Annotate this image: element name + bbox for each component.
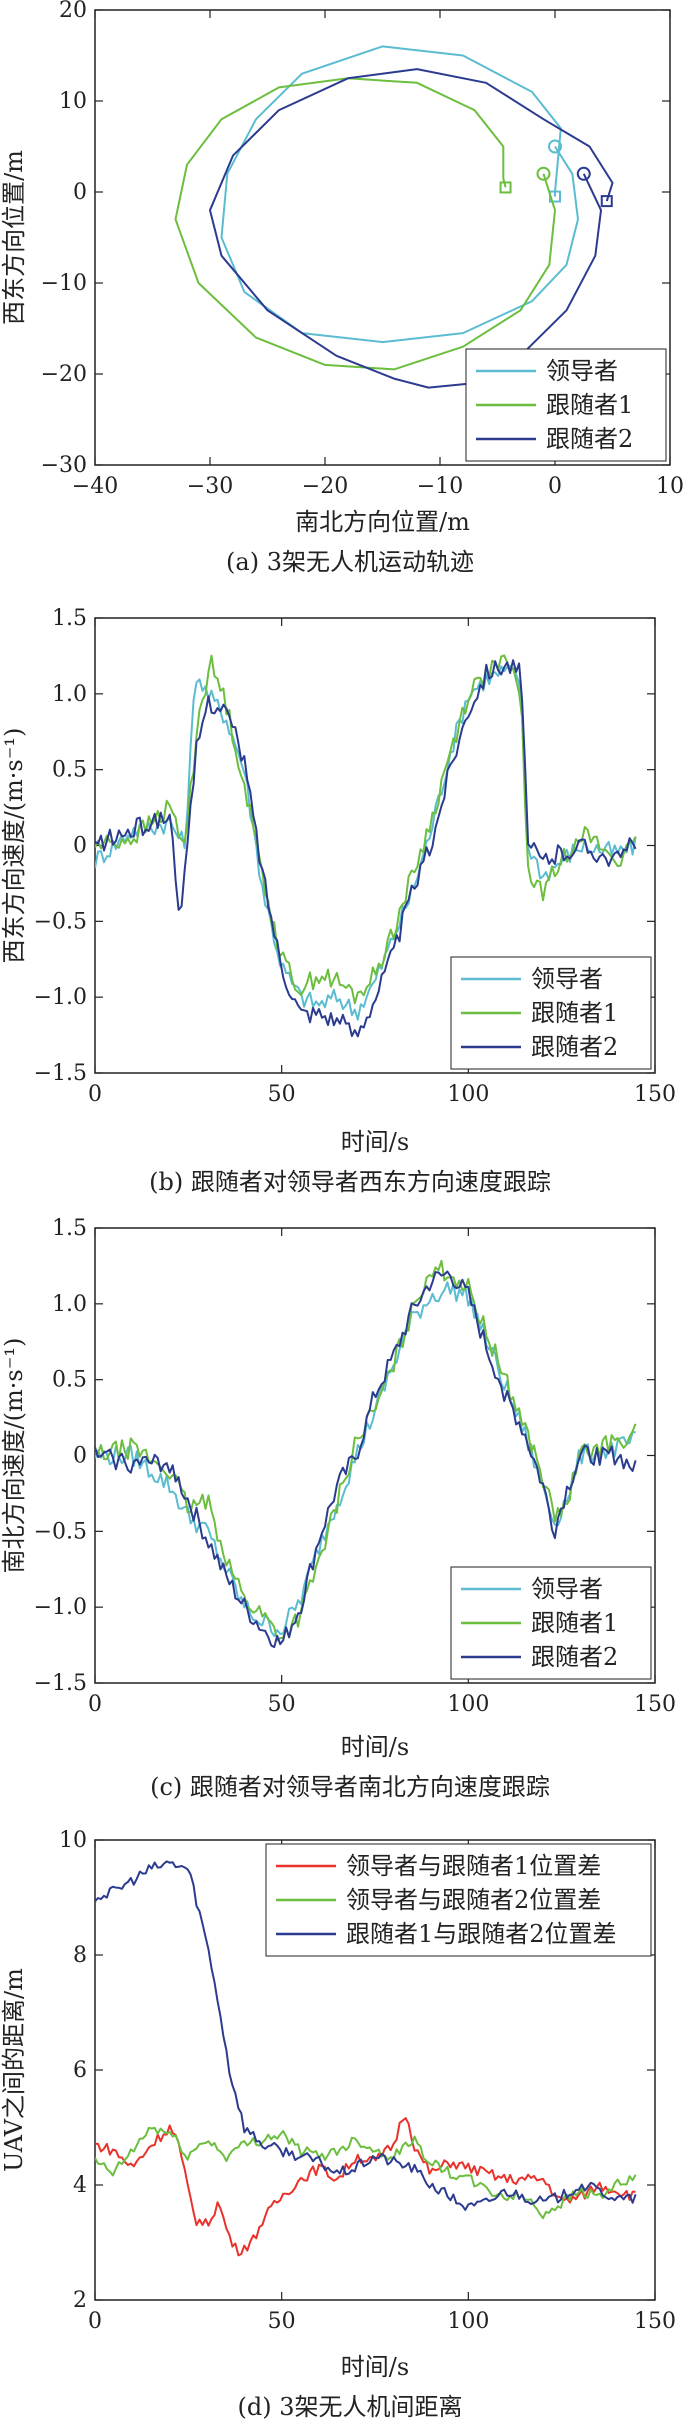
plot-frame	[94, 9, 671, 466]
figure-caption: (d) 3架无人机间距离	[238, 2393, 463, 2421]
y-tick-label: −1.5	[34, 1061, 87, 1086]
chart-svg-3: 0 50 100 150 −1.5 −1.0 −0.5 0 0.5 1.0 1.5 时间/s 南北方向速…	[0, 1216, 676, 1801]
x-tick-label: 0	[88, 1082, 102, 1107]
chart-svg-4: 0 50 100 150 2 4 6 8 10 时间/s UAV之间的距离/m (d) 3架无人机间距…	[0, 1828, 676, 2421]
figure-caption: (b) 跟随者对领导者西东方向速度跟踪	[149, 1168, 551, 1196]
legend-label: 跟随者1	[531, 999, 618, 1027]
chart-panel-1: −40 −30 −20 −10 0 10 −30 −20 −10 0 10 20 南北方向位置/m 西东方…	[0, 0, 700, 600]
x-axis-label: 时间/s	[341, 2353, 409, 2381]
y-axis-label: 西东方向速度/(m·s⁻¹)	[0, 728, 28, 964]
legend-label: 领导者与跟随者2位置差	[346, 1886, 601, 1914]
series-line-3	[95, 1270, 637, 1649]
y-tick-label: −20	[41, 362, 87, 387]
y-tick-label: 0	[73, 1444, 87, 1469]
y-tick-label: −0.5	[34, 1519, 87, 1544]
x-tick-label: 50	[268, 1692, 296, 1717]
legend-label: 跟随者2	[546, 425, 633, 453]
x-tick-label: 150	[634, 2309, 676, 2334]
y-axis-label: UAV之间的距离/m	[0, 1968, 28, 2172]
series-line-3	[95, 659, 637, 1038]
start-marker	[576, 166, 591, 181]
x-tick-label: 0	[548, 474, 562, 499]
end-marker	[600, 195, 613, 208]
figure-caption: (a) 3架无人机运动轨迹	[226, 548, 474, 576]
x-tick-label: 0	[88, 1692, 102, 1717]
x-tick-label: 10	[656, 474, 684, 499]
y-tick-label: 1.5	[52, 606, 87, 631]
chart-panel-3: 0 50 100 150 −1.5 −1.0 −0.5 0 0.5 1.0 1.5 时间/s 南北方向速…	[0, 1210, 700, 1820]
y-tick-label: −10	[41, 271, 87, 296]
legend-label: 跟随者1与跟随者2位置差	[346, 1920, 617, 1948]
y-tick-label: 10	[59, 1828, 87, 1853]
x-axis-label: 时间/s	[341, 1128, 409, 1156]
y-tick-label: 1.5	[52, 1216, 87, 1241]
x-tick-label: 100	[447, 1082, 489, 1107]
y-tick-label: −1.5	[34, 1671, 87, 1696]
x-axis-label: 南北方向位置/m	[295, 508, 470, 536]
legend-label: 跟随者2	[531, 1643, 618, 1671]
y-axis-label: 西东方向位置/m	[0, 150, 28, 325]
x-tick-label: 100	[447, 1692, 489, 1717]
y-tick-label: 0	[73, 180, 87, 205]
figure-caption: (c) 跟随者对领导者南北方向速度跟踪	[150, 1773, 550, 1801]
y-axis-label: 南北方向速度/(m·s⁻¹)	[0, 1338, 28, 1574]
series-line-2	[95, 654, 637, 1005]
y-tick-label: 0.5	[52, 1368, 87, 1393]
start-marker	[536, 166, 551, 181]
x-tick-label: 0	[88, 2309, 102, 2334]
x-tick-label: −40	[72, 474, 118, 499]
y-tick-label: 8	[73, 1943, 87, 1968]
legend-label: 领导者	[531, 1575, 603, 1603]
y-tick-label: 1.0	[52, 682, 87, 707]
y-tick-label: 2	[73, 2288, 87, 2313]
legend-label: 领导者与跟随者1位置差	[346, 1852, 601, 1880]
y-tick-label: 6	[73, 2058, 87, 2083]
y-tick-label: 10	[59, 89, 87, 114]
chart-svg-2: 0 50 100 150 −1.5 −1.0 −0.5 0 0.5 1.0 1.5 时间/s 西东方向速…	[0, 606, 676, 1196]
series-line-1	[220, 45, 579, 344]
legend-label: 跟随者1	[531, 1609, 618, 1637]
x-axis-label: 时间/s	[341, 1733, 409, 1761]
series-line-3	[209, 68, 614, 389]
chart-panel-2: 0 50 100 150 −1.5 −1.0 −0.5 0 0.5 1.0 1.5 时间/s 西东方向速…	[0, 600, 700, 1210]
chart-panel-4: 0 50 100 150 2 4 6 8 10 时间/s UAV之间的距离/m (d) 3架无人机间距…	[0, 1820, 700, 2429]
legend-label: 跟随者1	[546, 391, 633, 419]
y-tick-label: 1.0	[52, 1292, 87, 1317]
x-tick-label: 50	[268, 1082, 296, 1107]
y-tick-label: 20	[59, 0, 87, 23]
y-tick-label: 4	[73, 2173, 87, 2198]
series-line-2	[174, 77, 556, 371]
x-tick-label: −20	[302, 474, 348, 499]
x-tick-label: −30	[187, 474, 233, 499]
end-marker	[499, 181, 512, 194]
start-marker	[548, 139, 562, 154]
y-tick-label: −0.5	[34, 909, 87, 934]
legend-label: 跟随者2	[531, 1033, 618, 1061]
y-tick-label: 0	[73, 834, 87, 859]
x-tick-label: 150	[634, 1082, 676, 1107]
series-line-2	[95, 2126, 637, 2220]
series-line-1	[95, 2117, 636, 2257]
x-tick-label: −10	[417, 474, 463, 499]
legend-label: 领导者	[546, 357, 618, 385]
legend-label: 领导者	[531, 965, 603, 993]
series-line-3	[95, 1860, 637, 2211]
chart-svg-1: −40 −30 −20 −10 0 10−30−20−1001020南北方向位置/m西东方…	[0, 0, 684, 576]
y-tick-label: −30	[41, 453, 87, 478]
y-tick-label: 0.5	[52, 758, 87, 783]
x-tick-label: 150	[634, 1692, 676, 1717]
y-tick-label: −1.0	[34, 985, 87, 1010]
y-tick-label: −1.0	[34, 1595, 87, 1620]
x-tick-label: 100	[447, 2309, 489, 2334]
x-tick-label: 50	[268, 2309, 296, 2334]
